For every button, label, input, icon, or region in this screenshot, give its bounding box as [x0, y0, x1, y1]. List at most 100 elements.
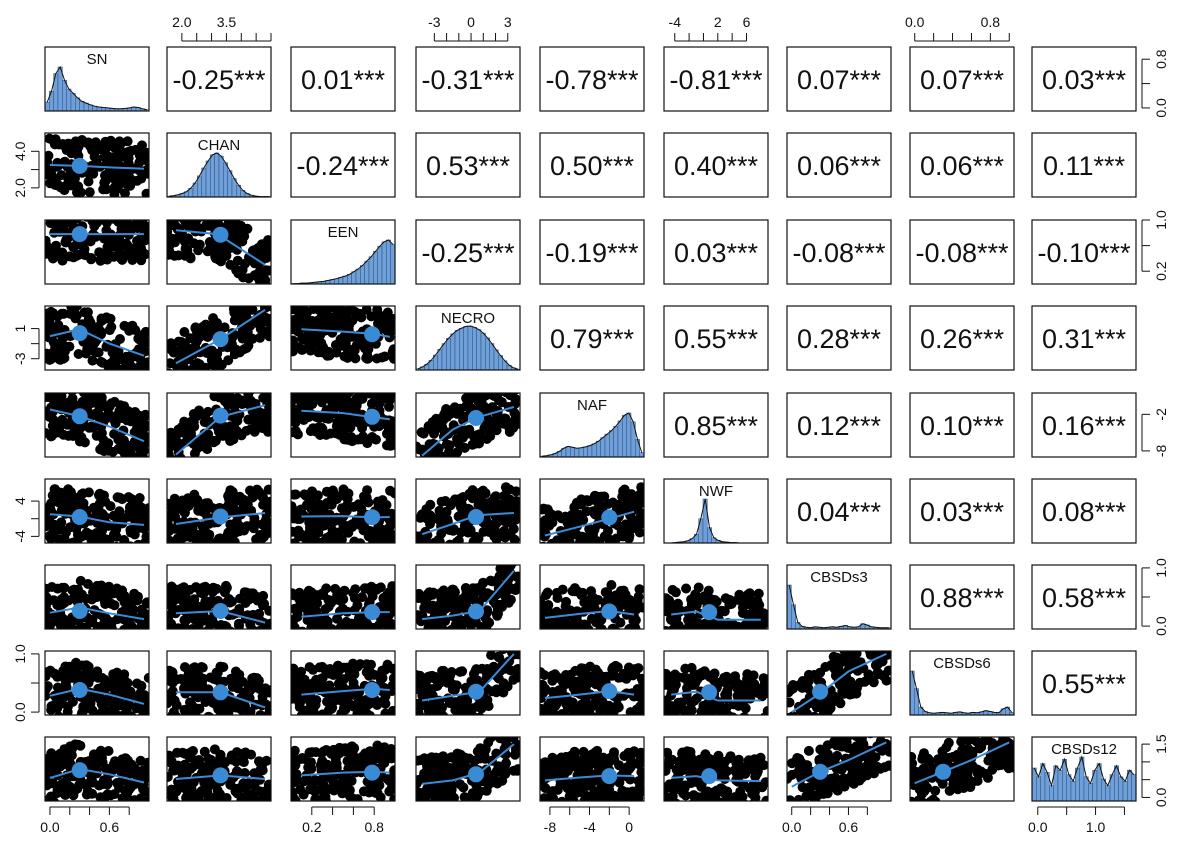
scatter-point: [500, 635, 510, 645]
panel-CBSDs3-CBSDs12: 0.58***: [1031, 564, 1137, 630]
scatter-point: [467, 485, 478, 496]
scatter-point: [351, 634, 361, 644]
scatter-point: [756, 719, 766, 729]
scatter-point: [387, 581, 395, 592]
scatter-point: [81, 530, 92, 541]
panel-border: [290, 564, 396, 630]
mean-point: [71, 157, 88, 174]
scatter-point: [128, 371, 138, 381]
scatter-point: [174, 210, 184, 220]
scatter-point: [135, 542, 138, 543]
scatter-point: [257, 640, 267, 650]
scatter-point: [622, 631, 632, 641]
scatter-point: [427, 463, 437, 473]
scatter-point: [124, 507, 135, 517]
scatter-point: [244, 334, 255, 345]
scatter-point: [554, 685, 565, 696]
scatter-point: [484, 617, 495, 628]
scatter-point: [127, 440, 138, 451]
scatter-point: [417, 460, 427, 470]
scatter-point: [59, 346, 70, 357]
scatter-point: [136, 514, 147, 524]
scatter-point: [501, 393, 512, 398]
scatter-point: [457, 615, 467, 626]
scatter-point: [345, 422, 356, 433]
scatter-point: [689, 670, 699, 681]
scatter-point: [201, 348, 212, 358]
scatter-point: [744, 716, 754, 726]
scatter-point: [297, 635, 307, 645]
scatter-point: [501, 640, 511, 650]
scatter-point: [631, 604, 642, 615]
scatter-point: [379, 633, 389, 643]
panel-border: [909, 305, 1015, 371]
scatter-point: [144, 639, 154, 649]
histogram-bar: [381, 241, 387, 285]
panel-NWF-CBSDs3: 0.04***: [786, 478, 892, 544]
panel-NWF-CHAN: [166, 478, 272, 544]
panel-CBSDs3-CBSDs6: 0.88***: [909, 564, 1015, 630]
scatter-point: [54, 354, 65, 365]
scatter-points: [291, 393, 395, 451]
scatter-point: [234, 631, 244, 641]
loess-fit-line: [421, 570, 515, 621]
scatter-point: [81, 348, 91, 359]
panel-border: [539, 564, 645, 630]
scatter-point: [191, 682, 201, 693]
scatter-point: [447, 542, 451, 543]
scatter-point: [382, 632, 392, 642]
scatter-point: [500, 550, 510, 560]
scatter-point: [714, 624, 725, 629]
scatter-point: [212, 631, 222, 641]
scatter-point: [455, 666, 465, 677]
scatter-point: [177, 495, 188, 506]
scatter-point: [445, 539, 455, 543]
scatter-point: [388, 663, 395, 674]
panel-CBSDs6-SN: [44, 650, 150, 716]
scatter-point: [306, 494, 317, 505]
scatter-point: [442, 717, 452, 727]
scatter-point: [142, 616, 149, 627]
panel-NWF-CBSDs12: 0.08***: [1031, 478, 1137, 544]
scatter-points: [45, 575, 154, 649]
mean-point: [212, 684, 229, 701]
scatter-point: [538, 633, 548, 643]
panel-border: [415, 132, 521, 198]
scatter-point: [248, 288, 258, 298]
mean-point: [468, 410, 484, 426]
scatter-point: [617, 594, 628, 605]
scatter-point: [348, 501, 359, 512]
scatter-point: [203, 711, 214, 715]
scatter-point: [109, 182, 120, 193]
histogram-bar: [626, 412, 632, 458]
scatter-point: [108, 220, 114, 221]
scatter-point: [621, 714, 627, 715]
scatter-point: [130, 631, 140, 641]
scatter-point: [169, 630, 179, 640]
scatter-point: [175, 349, 186, 360]
scatter-points: [45, 306, 149, 381]
scatter-point: [101, 208, 111, 218]
scatter-point: [631, 519, 642, 530]
scatter-point: [449, 596, 460, 607]
scatter-point: [551, 549, 561, 559]
scatter-point: [362, 350, 373, 361]
panel-border: [290, 305, 396, 371]
scatter-point: [314, 499, 325, 510]
scatter-points: [664, 582, 768, 629]
panel-border: [663, 564, 769, 630]
histogram-bar: [476, 329, 482, 371]
scatter-point: [173, 585, 184, 596]
scatter-point: [137, 545, 147, 555]
histogram-bar: [472, 327, 477, 371]
scatter-point: [416, 681, 426, 692]
histogram-bar: [485, 337, 490, 371]
scatter-point: [559, 550, 569, 560]
scatter-point: [291, 393, 299, 397]
scatter-point: [413, 715, 423, 725]
panel-NAF-EEN: [290, 392, 396, 458]
panel-border: [663, 46, 769, 112]
scatter-point: [57, 255, 68, 266]
scatter-point: [416, 441, 422, 452]
scatter-point: [696, 670, 707, 681]
